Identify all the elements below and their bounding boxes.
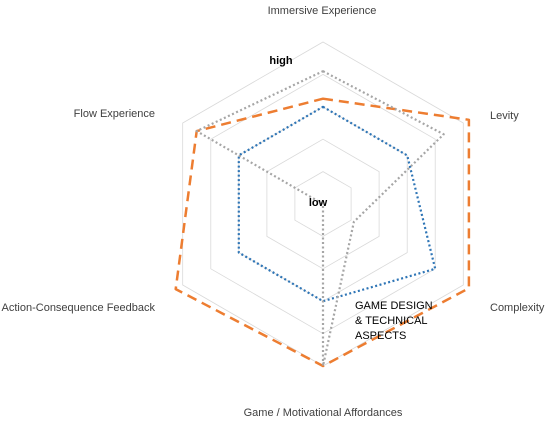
axis-label-complexity: Complexity <box>490 302 545 314</box>
scale-label-high: high <box>269 55 292 67</box>
series-line-2 <box>237 105 437 303</box>
annotation-line-2: & TECHNICAL <box>355 315 428 327</box>
axis-label-immersive-experience: Immersive Experience <box>268 5 377 17</box>
series-line-3 <box>195 70 445 368</box>
annotation-line-3: ASPECTS <box>355 330 406 342</box>
axis-label-action-consequence-feedback: Action-Consequence Feedback <box>2 302 156 314</box>
radar-axis-labels: Immersive Experience Levity Complexity G… <box>2 5 545 419</box>
axis-label-game-motivational-affordances: Game / Motivational Affordances <box>244 407 403 419</box>
axis-label-levity: Levity <box>490 110 519 122</box>
radar-series-group <box>174 70 471 368</box>
scale-label-low: low <box>309 197 328 209</box>
axis-label-flow-experience: Flow Experience <box>74 108 155 120</box>
annotation-line-1: GAME DESIGN <box>355 300 433 312</box>
chart-annotation: GAME DESIGN & TECHNICAL ASPECTS <box>355 300 433 342</box>
